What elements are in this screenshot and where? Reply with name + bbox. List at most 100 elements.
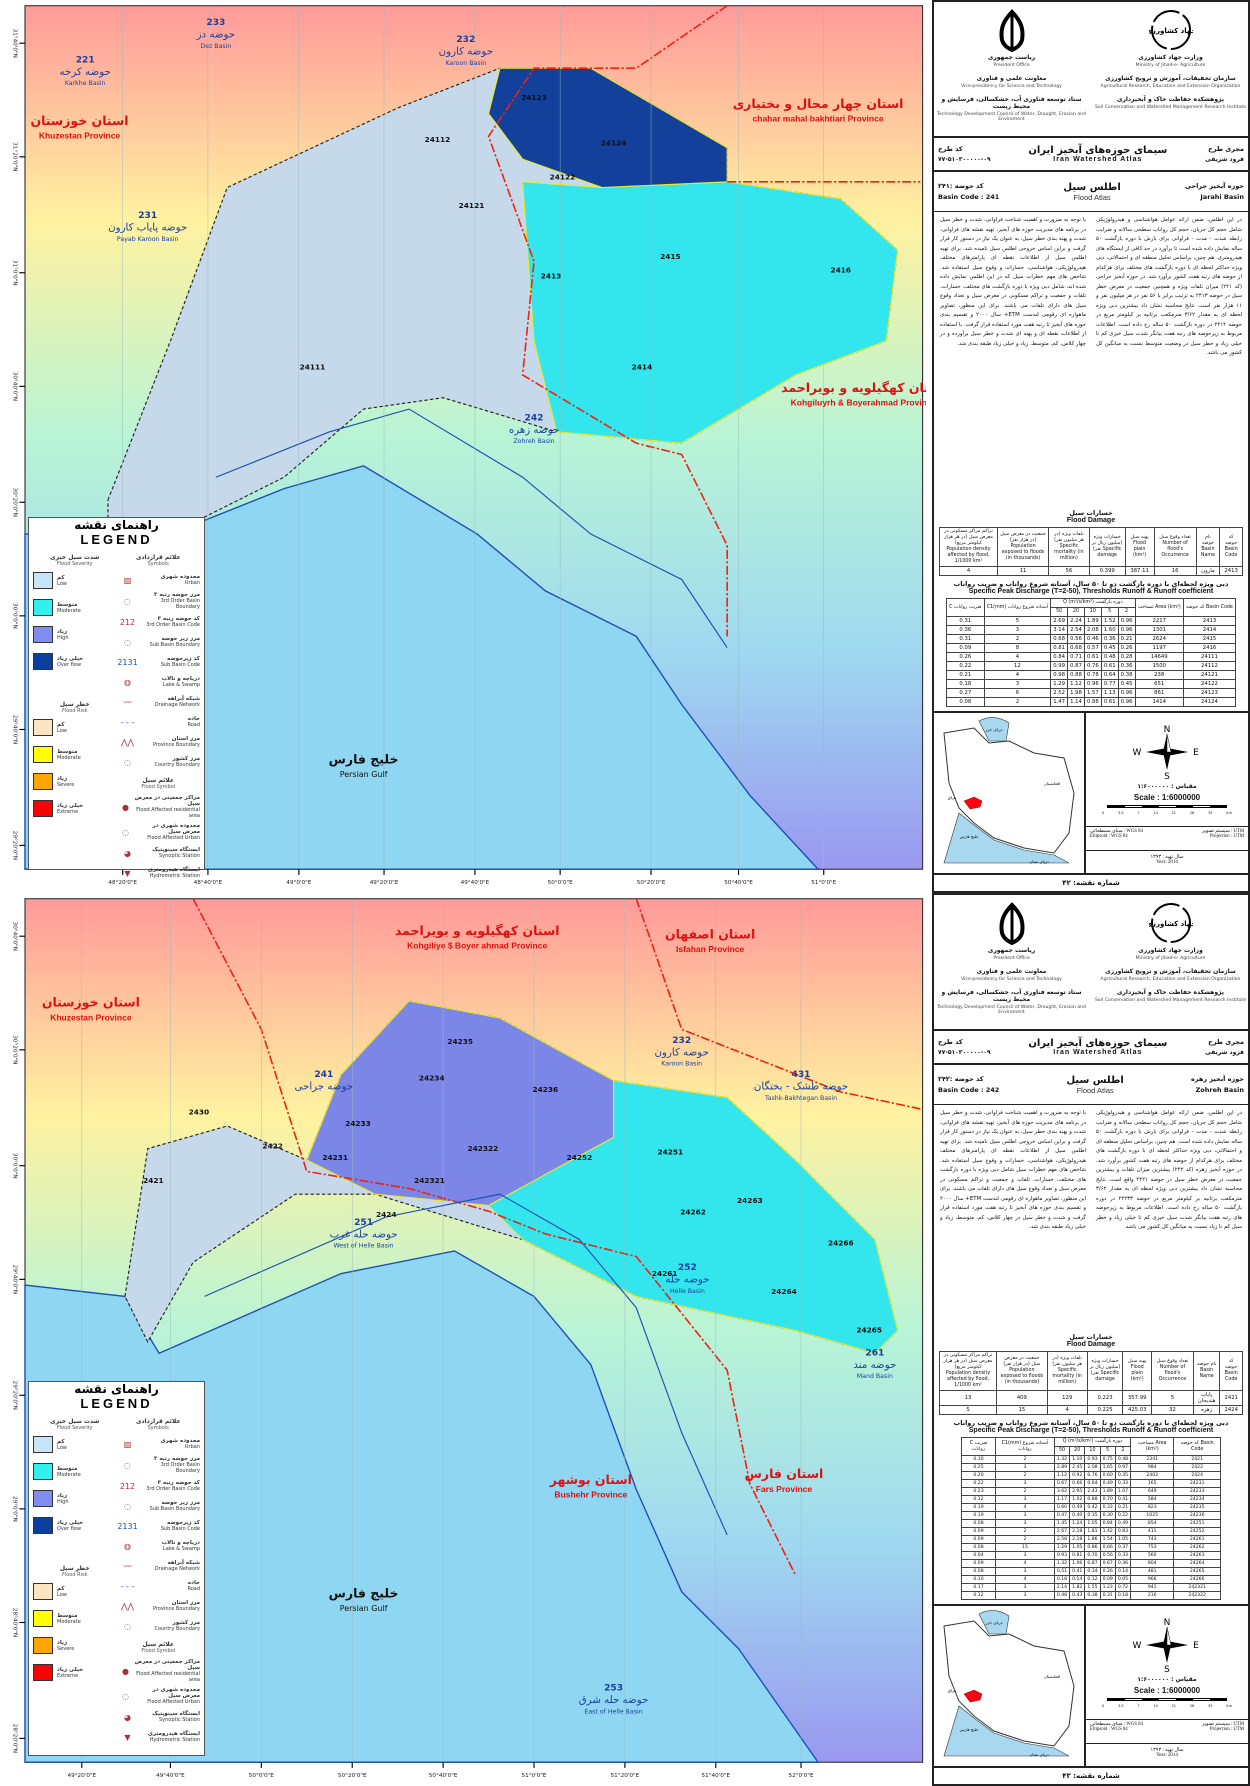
table-cell: 1.89: [1099, 1487, 1116, 1496]
year-en: Year: 2014: [1156, 860, 1178, 865]
legend-swatch-low: کم Low: [33, 719, 117, 736]
executor-label: مجری طرح: [1208, 1038, 1244, 1046]
table-cell: 2414: [1182, 625, 1237, 635]
table-cell: 24261: [1173, 1535, 1221, 1544]
lat-tick-label: 29°20'0"N: [12, 1381, 18, 1410]
basin-area-high-severity: [306, 1000, 615, 1207]
swatch-label-fa: متوسط: [57, 1465, 78, 1472]
table-cell: 1.65: [1099, 1463, 1116, 1472]
return-period-header: 50: [1050, 607, 1069, 617]
lat-tick-label: 30°0'0"N: [12, 1153, 18, 1179]
table-cell: 0.09: [1099, 1575, 1116, 1584]
swatch-label-en: Severe: [57, 781, 75, 788]
scale-tick: 7: [1137, 811, 1140, 815]
table-cell: 0.36: [1114, 1559, 1132, 1568]
lon-tick-label: 52°0'0"E: [789, 1773, 814, 1779]
column-header: تلفات ویژه (در هر میلیون نفر) Specific m…: [1048, 527, 1090, 567]
header-text-vp-fa: معاونت علمی و فناوری: [976, 75, 1047, 82]
basin-code-label: 241: [314, 1070, 333, 1080]
table-cell: 2: [995, 1535, 1055, 1544]
lat-tick-label: 31°40'0"N: [12, 29, 18, 58]
table-cell: 0.48: [1053, 1591, 1071, 1600]
lat-tick-label: 29°0'0"N: [12, 1496, 18, 1522]
table-cell: 1301: [1134, 625, 1184, 635]
legend-symbol: ⋀⋀ مرز استان Province Boundary: [117, 734, 200, 750]
table-cell: 3: [995, 1551, 1055, 1560]
table-cell: 15: [995, 1543, 1055, 1552]
table-cell: 12: [983, 661, 1052, 671]
table-cell: 0.17: [960, 1583, 997, 1592]
table-cell: 0.42: [1084, 1503, 1101, 1512]
table-cell: 24111: [1182, 652, 1237, 662]
hydrometric-station-icon: ▼: [124, 868, 131, 878]
table-cell: 2.18: [1069, 1535, 1086, 1544]
basin-name-en: Mand Basin: [857, 1373, 893, 1380]
table-cell: 0.225: [1086, 1405, 1124, 1415]
basin-code-label: 251: [354, 1218, 373, 1228]
swatch-label-fa: کم: [57, 574, 65, 581]
table-cell: 5: [1151, 1390, 1194, 1406]
projection-fa: سیستم تصویر : UTM: [1202, 1722, 1244, 1727]
legend-symbol: ● مراکز جمعیتی در معرض سیل Flood Affected …: [117, 795, 200, 819]
map-sheet-zohreh: استان خوزستان Khuzestan Province استان کهگ…: [0, 893, 1250, 1786]
province-label-en: chahar mahal bakhtiari Province: [753, 114, 884, 124]
table-cell: 2: [995, 1487, 1055, 1496]
swatch-label-en: Moderate: [57, 1618, 81, 1625]
return-period-header: 50: [1053, 1446, 1071, 1456]
basin-code-label: 253: [604, 1684, 623, 1694]
table-cell: 24263: [1173, 1551, 1221, 1560]
province-label-en: Kohgiluyrh & Boyerahmad Province: [791, 398, 926, 408]
table-cell: 0.61: [1100, 661, 1119, 671]
projection-info: مبنای مسطحاتی : WGS 84 Ellipsoid : WGS 84…: [1086, 827, 1248, 851]
scale-tick: 14: [1153, 1704, 1158, 1708]
table-cell: 0.87: [1067, 661, 1085, 671]
table-cell: 24236: [1173, 1511, 1221, 1520]
sheet-number: شماره نقشه: ۴۳: [934, 1766, 1248, 1784]
legend-section-title: خطر سیل Flood Risk: [59, 1565, 90, 1578]
swatch-label-fa: زیاد: [57, 628, 68, 635]
legend-symbol: ▼ ایستگاه هیدرومتری Hydrometric Station: [117, 865, 200, 881]
basin-name-fa: حوضه حله غرب: [330, 1229, 398, 1240]
header-text-ministry-fa: وزارت جهاد کشاورزی: [1138, 947, 1203, 954]
table-cell: 14649: [1134, 652, 1184, 662]
symbol-label-en: 3rd Order Basin Code: [146, 622, 200, 628]
legend-symbol: ◍ دریاچه و تالاب Lake & Swamp: [117, 674, 200, 690]
legend-symbol: 212 کد حوضه رتبه ۳ 3rd Order Basin Code: [117, 1478, 200, 1494]
table-cell: 1.12: [1053, 1471, 1071, 1480]
lat-tick-label: 30°40'0"N: [12, 372, 18, 401]
table-cell: 0.14: [1114, 1567, 1132, 1576]
table-cell: 1500: [1134, 661, 1184, 671]
sub-basin-code: 242321: [414, 1176, 445, 1185]
sub-basin-code: 24231: [322, 1153, 348, 1162]
table-cell: 0.30: [1099, 1511, 1116, 1520]
sub-basin-code: 24263: [737, 1196, 763, 1205]
legend-symbol: ▼ ایستگاه هیدرومتری Hydrometric Station: [117, 1729, 200, 1745]
symbol-label-fa: شبکه آبراهه: [167, 1560, 200, 1566]
basin-area-high-severity: [487, 67, 728, 189]
hydrometric-station-icon: ▼: [124, 1732, 131, 1742]
table-cell: 0.26: [1099, 1567, 1116, 1576]
table-header-row: تراکم مراکز مسکونی در معرض سیل (در هر هز…: [938, 1351, 1243, 1391]
symbol-label-fa: کد حوضه رتبه ۳: [157, 1480, 200, 1486]
lat-tick-label: 29°40'0"N: [12, 715, 18, 744]
scale-tick: 7: [1137, 1704, 1140, 1708]
table-cell: 4: [1046, 1405, 1088, 1415]
swatch-box: [33, 1517, 53, 1534]
sub-basin-code: 2416: [831, 266, 852, 275]
table-cell: 5: [983, 616, 1052, 626]
sub-basin-code: 24264: [771, 1287, 797, 1296]
swatch-box: [33, 1436, 53, 1453]
table-cell: 0.05: [1114, 1575, 1132, 1584]
table-cell: 743: [1130, 1535, 1175, 1544]
compass-n: N: [1164, 1618, 1171, 1628]
specific-peak-discharge-table: C ضریب رواناب C1(mm) آستانه شروع رواناب Q …: [960, 1437, 1221, 1600]
table-cell: 24112: [1182, 661, 1237, 671]
table-row: 0.08 3 0.51 0.41 0.34 0.26 0.14 481 24265: [960, 1567, 1221, 1576]
table-cell: 0.99: [1050, 661, 1069, 671]
table-cell: 0.22: [946, 661, 985, 671]
table-cell: 2.89: [1053, 1463, 1071, 1472]
sub-basin-code: 2422: [262, 1142, 283, 1151]
table-cell: 24234: [1173, 1495, 1221, 1504]
specific-peak-discharge-table: C ضریب رواناب C1(mm) آستانه شروع رواناب Q …: [946, 598, 1237, 707]
lon-tick-label: 49°20'0"E: [67, 1773, 96, 1779]
